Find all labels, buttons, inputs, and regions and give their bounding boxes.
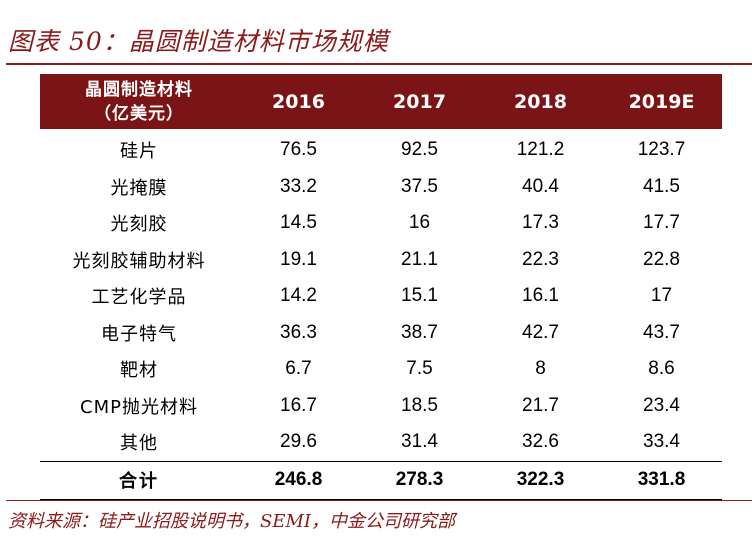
- table-row: CMP抛光材料 16.7 18.5 21.7 23.4: [40, 388, 722, 425]
- cell-value: 18.5: [401, 394, 438, 416]
- cell-value: 42.7: [522, 321, 559, 343]
- row-label: 光刻胶辅助材料: [72, 250, 206, 272]
- cell-value: 40.4: [522, 175, 559, 197]
- header-year-2019e: 2019E: [628, 90, 695, 113]
- cell-value: 15.1: [401, 285, 438, 307]
- row-label: 工艺化学品: [91, 287, 187, 309]
- cell-value: 8.6: [648, 358, 675, 380]
- row-label: 其他: [120, 433, 158, 455]
- cell-value: 92.5: [401, 139, 438, 161]
- header-year-2017: 2017: [393, 90, 446, 113]
- cell-value: 14.2: [280, 285, 317, 307]
- row-label: 光掩膜: [110, 177, 168, 199]
- source-note: 资料来源：硅产业招股说明书，SEMI，中金公司研究部: [8, 511, 456, 532]
- cell-value: 16: [408, 212, 431, 234]
- table-row: 工艺化学品 14.2 15.1 16.1 17: [40, 278, 722, 315]
- row-label: CMP抛光材料: [80, 396, 198, 418]
- header-label-line1: 晶圆制造材料: [85, 79, 193, 100]
- row-label: 硅片: [120, 141, 158, 163]
- cell-value: 33.4: [643, 431, 680, 453]
- cell-value: 14.5: [280, 212, 317, 234]
- table-header-row: 晶圆制造材料 （亿美元） 2016 2017 2018 2019E: [40, 74, 722, 129]
- cell-value: 19.1: [280, 248, 317, 270]
- cell-value: 16.7: [280, 394, 317, 416]
- table-row: 电子特气 36.3 38.7 42.7 43.7: [40, 315, 722, 352]
- total-label: 合计: [119, 471, 159, 492]
- header-year-2016: 2016: [272, 90, 325, 113]
- cell-value: 33.2: [280, 175, 317, 197]
- cell-value: 17.7: [643, 212, 680, 234]
- title-divider: [6, 63, 752, 65]
- cell-value: 38.7: [401, 321, 438, 343]
- table-row: 光刻胶 14.5 16 17.3 17.7: [40, 205, 722, 242]
- cell-value: 123.7: [637, 139, 686, 161]
- cell-value: 22.8: [643, 248, 680, 270]
- cell-value: 37.5: [401, 175, 438, 197]
- cell-value: 76.5: [280, 139, 317, 161]
- cell-value: 121.2: [516, 139, 565, 161]
- row-label: 靶材: [120, 360, 158, 382]
- row-label: 光刻胶: [110, 214, 168, 236]
- cell-value: 22.3: [522, 248, 559, 270]
- row-label: 电子特气: [101, 323, 177, 345]
- total-value: 246.8: [274, 469, 323, 490]
- table-row: 光掩膜 33.2 37.5 40.4 41.5: [40, 169, 722, 206]
- total-value: 278.3: [395, 469, 444, 490]
- total-row: 合计 246.8 278.3 322.3 331.8: [40, 461, 722, 499]
- cell-value: 21.7: [522, 394, 559, 416]
- cell-value: 8: [535, 358, 546, 380]
- header-label-line2: （亿美元）: [94, 103, 184, 124]
- cell-value: 31.4: [401, 431, 438, 453]
- total-value: 331.8: [637, 469, 686, 490]
- cell-value: 32.6: [522, 431, 559, 453]
- source-divider: [6, 500, 752, 501]
- cell-value: 29.6: [280, 431, 317, 453]
- table-row: 光刻胶辅助材料 19.1 21.1 22.3 22.8: [40, 242, 722, 279]
- table-row: 其他 29.6 31.4 32.6 33.4: [40, 424, 722, 461]
- header-year-2018: 2018: [514, 90, 567, 113]
- cell-value: 17.3: [522, 212, 559, 234]
- total-value: 322.3: [516, 469, 565, 490]
- table-row: 靶材 6.7 7.5 8 8.6: [40, 351, 722, 388]
- cell-value: 21.1: [401, 248, 438, 270]
- cell-value: 36.3: [280, 321, 317, 343]
- market-size-table: 晶圆制造材料 （亿美元） 2016 2017 2018 2019E 硅片 76.…: [40, 74, 722, 500]
- cell-value: 17: [650, 285, 673, 307]
- cell-value: 23.4: [643, 394, 680, 416]
- header-label-cell: 晶圆制造材料 （亿美元）: [40, 74, 238, 129]
- cell-value: 41.5: [643, 175, 680, 197]
- cell-value: 7.5: [406, 358, 433, 380]
- cell-value: 6.7: [285, 358, 312, 380]
- cell-value: 16.1: [522, 285, 559, 307]
- cell-value: 43.7: [643, 321, 680, 343]
- figure-title: 图表 50：晶圆制造材料市场规模: [8, 27, 389, 56]
- table-row: 硅片 76.5 92.5 121.2 123.7: [40, 129, 722, 169]
